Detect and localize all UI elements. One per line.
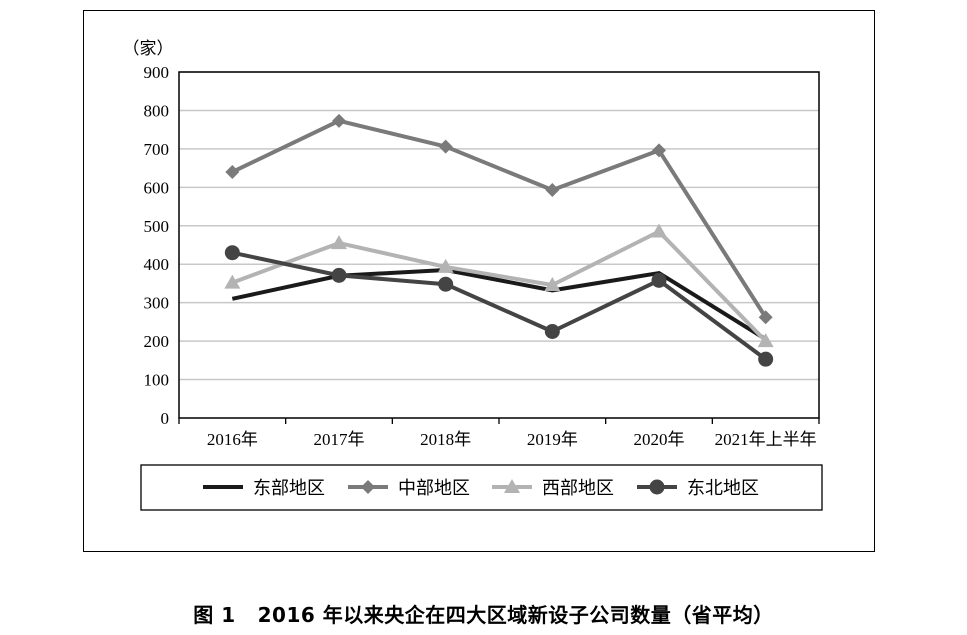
legend-box bbox=[140, 464, 823, 511]
x-tick-label: 2016年 bbox=[207, 430, 258, 449]
gridlines bbox=[179, 71, 819, 381]
data-point-3-3 bbox=[544, 324, 560, 339]
data-point-3-5 bbox=[758, 351, 774, 367]
figure-number: 图 1 bbox=[193, 603, 236, 627]
x-tick-label: 2019年 bbox=[527, 430, 578, 449]
line-chart: （家） 0 100 200 300 400 500 600 700 800 900 2016年 201… bbox=[123, 39, 823, 511]
series-line-0 bbox=[231, 267, 767, 341]
data-point-3-0 bbox=[224, 245, 240, 261]
y-tick-label: 600 bbox=[144, 178, 170, 197]
y-axis-unit-label: （家） bbox=[123, 39, 174, 59]
data-point-1-3 bbox=[545, 183, 560, 198]
legend-label: 西部地区 bbox=[542, 478, 614, 499]
y-tick-label: 900 bbox=[144, 63, 170, 82]
figure-caption-text: 2016 年以来央企在四大区域新设子公司数量（省平均） bbox=[257, 603, 774, 627]
data-point-3-1 bbox=[331, 267, 347, 283]
x-tick-label: 2021年上半年 bbox=[715, 430, 817, 449]
series-lines bbox=[224, 113, 774, 367]
data-point-1-4 bbox=[652, 143, 666, 158]
y-tick-label: 100 bbox=[144, 371, 170, 390]
legend: 东部地区 中部地区 西部地区 东北地区 bbox=[140, 464, 823, 511]
data-point-2-1 bbox=[331, 235, 347, 250]
x-tick-label: 2017年 bbox=[314, 430, 365, 449]
legend-label: 东北地区 bbox=[687, 478, 759, 499]
series-line-3 bbox=[231, 250, 767, 361]
data-point-2-2 bbox=[437, 258, 454, 273]
series-line-2 bbox=[231, 229, 768, 343]
series-line-1 bbox=[231, 118, 768, 319]
legend-marker-3 bbox=[649, 479, 665, 495]
figure-caption: 图 1 2016 年以来央企在四大区域新设子公司数量（省平均） bbox=[0, 599, 967, 628]
data-point-2-3 bbox=[544, 276, 561, 291]
data-point-1-1 bbox=[332, 113, 346, 128]
chart-frame bbox=[83, 10, 875, 552]
data-point-1-0 bbox=[225, 164, 240, 179]
y-tick-label: 400 bbox=[144, 255, 170, 274]
data-point-3-4 bbox=[651, 272, 667, 288]
axes: 0 100 200 300 400 500 600 700 800 900 2016年 2017年 20… bbox=[144, 63, 820, 449]
y-tick-label: 0 bbox=[161, 409, 170, 428]
y-tick-label: 800 bbox=[144, 101, 170, 120]
data-point-2-0 bbox=[224, 274, 241, 289]
data-point-1-5 bbox=[758, 310, 773, 325]
data-point-2-4 bbox=[651, 223, 667, 238]
data-point-2-5 bbox=[757, 333, 774, 348]
y-tick-label: 500 bbox=[144, 217, 170, 236]
y-tick-label: 200 bbox=[144, 332, 170, 351]
legend-marker-2 bbox=[504, 479, 520, 493]
y-tick-label: 300 bbox=[144, 294, 170, 313]
legend-marker-1 bbox=[361, 480, 375, 494]
x-tick-label: 2018年 bbox=[420, 430, 471, 449]
y-tick-label: 700 bbox=[144, 140, 170, 159]
data-point-1-2 bbox=[438, 139, 453, 154]
data-point-3-2 bbox=[438, 276, 454, 292]
x-tick-label: 2020年 bbox=[634, 430, 685, 449]
legend-label: 中部地区 bbox=[398, 478, 470, 499]
plot-area-border bbox=[178, 71, 820, 419]
legend-label: 东部地区 bbox=[253, 478, 325, 499]
